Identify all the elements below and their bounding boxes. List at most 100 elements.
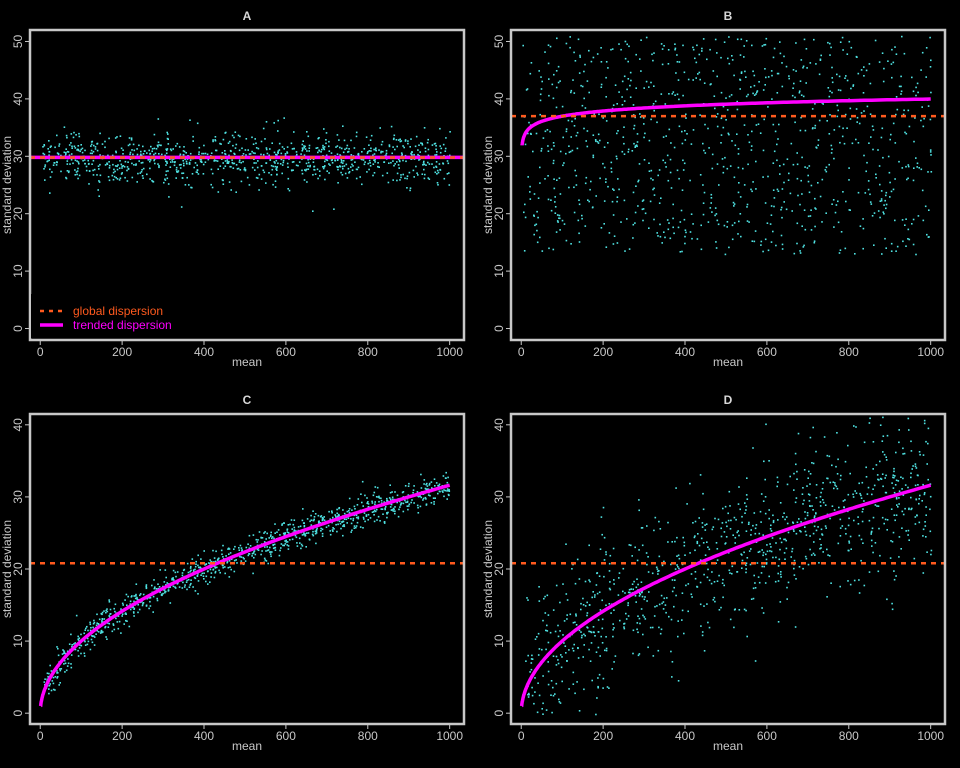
data-point (872, 129, 875, 131)
data-point (640, 581, 643, 583)
data-point (364, 161, 366, 163)
data-point (434, 497, 436, 499)
data-point (787, 581, 790, 584)
data-point (334, 159, 337, 162)
data-point (547, 62, 550, 65)
data-point (266, 546, 268, 548)
data-point (826, 548, 828, 551)
data-point (106, 638, 108, 640)
data-point (49, 168, 51, 171)
data-point (638, 549, 640, 551)
data-point (879, 183, 881, 186)
data-point (264, 531, 266, 533)
data-point (67, 151, 70, 153)
data-point (172, 161, 174, 163)
data-point (809, 535, 811, 537)
data-point (47, 148, 49, 150)
data-point (689, 231, 692, 233)
data-point (115, 176, 117, 179)
data-point (141, 175, 144, 177)
data-point (252, 152, 255, 154)
data-point (603, 223, 605, 225)
data-point (341, 521, 344, 523)
data-point (658, 626, 660, 629)
data-point (783, 181, 785, 184)
data-point (912, 179, 915, 182)
data-point (833, 157, 835, 160)
data-point (313, 518, 315, 521)
data-point (737, 233, 739, 235)
data-point (190, 579, 192, 581)
data-point (645, 552, 648, 554)
data-point (363, 163, 366, 166)
data-point (397, 158, 400, 160)
data-point (197, 554, 199, 557)
data-point (214, 560, 217, 563)
data-point (824, 169, 827, 171)
data-point (831, 464, 833, 467)
data-point (921, 500, 923, 502)
data-point (181, 574, 184, 577)
data-point (133, 612, 135, 614)
data-point (228, 181, 231, 183)
data-point (584, 63, 586, 66)
data-point (802, 65, 805, 68)
data-point (884, 477, 886, 479)
data-point (526, 597, 528, 599)
data-point (126, 604, 128, 606)
data-point (526, 88, 529, 90)
data-point (533, 215, 535, 217)
data-point (898, 536, 901, 538)
data-point (674, 540, 676, 543)
data-point (589, 660, 592, 662)
data-point (384, 508, 386, 511)
data-point (799, 252, 802, 254)
data-point (251, 136, 253, 139)
data-point (338, 139, 340, 141)
data-point (629, 84, 631, 87)
data-point (766, 544, 768, 546)
data-point (684, 242, 686, 245)
data-point (169, 166, 172, 168)
data-point (428, 163, 431, 165)
data-point (417, 506, 419, 509)
data-point (160, 144, 162, 147)
data-point (685, 584, 687, 587)
data-point (392, 498, 394, 501)
data-point (750, 145, 753, 147)
data-point (733, 176, 736, 179)
data-point (907, 177, 909, 180)
data-point (651, 53, 653, 56)
data-point (77, 145, 80, 147)
data-point (734, 536, 737, 539)
data-point (684, 235, 686, 238)
data-point (540, 147, 543, 150)
data-point (127, 167, 130, 170)
data-point (601, 599, 603, 602)
data-point (786, 483, 789, 486)
data-point (342, 534, 344, 537)
data-point (929, 149, 932, 151)
data-point (656, 605, 658, 607)
data-point (252, 572, 254, 575)
data-point (873, 212, 876, 214)
data-point (647, 646, 649, 649)
data-point (367, 519, 369, 521)
data-point (595, 651, 598, 653)
data-point (270, 164, 273, 167)
data-point (186, 176, 188, 179)
data-point (907, 529, 910, 532)
data-point (588, 544, 590, 547)
data-point (447, 162, 450, 165)
data-point (199, 566, 201, 569)
data-point (275, 168, 277, 170)
data-point (63, 650, 65, 652)
data-point (210, 168, 213, 171)
data-point (277, 119, 279, 122)
data-point (813, 240, 816, 242)
data-point (690, 573, 693, 575)
data-point (537, 197, 540, 199)
data-point (70, 663, 72, 665)
data-point (793, 563, 795, 566)
data-point (597, 686, 599, 689)
